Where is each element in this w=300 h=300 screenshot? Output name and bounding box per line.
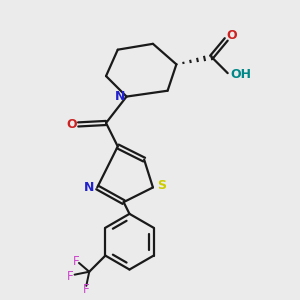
Text: F: F [67,270,74,283]
Text: O: O [226,29,237,42]
Text: N: N [84,181,94,194]
Text: OH: OH [230,68,251,81]
Text: F: F [83,283,90,296]
Text: O: O [66,118,77,131]
Text: S: S [157,179,166,193]
Text: F: F [73,255,80,268]
Text: N: N [115,90,125,103]
